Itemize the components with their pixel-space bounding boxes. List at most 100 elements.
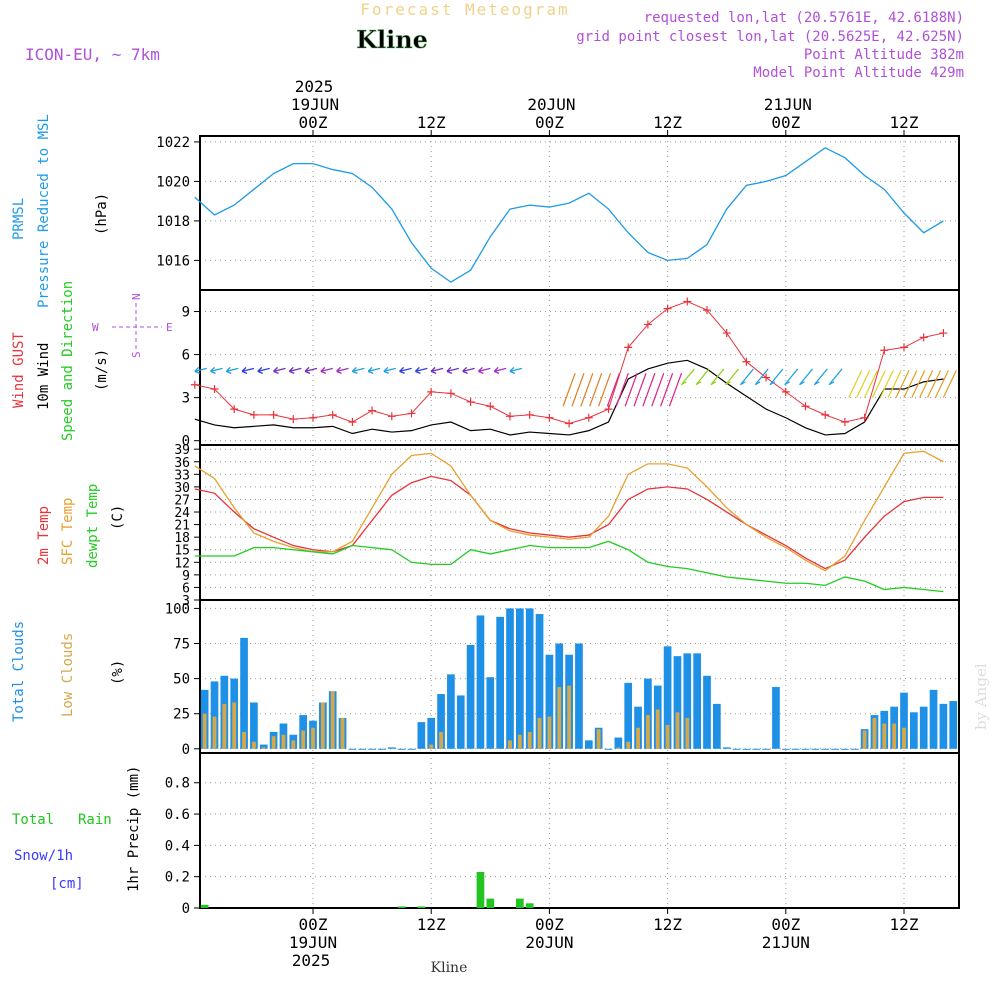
wind-direction-arrow: [668, 373, 683, 407]
total-cloud-bar: [496, 616, 504, 749]
precip-bar: [397, 906, 406, 908]
temp-unit: (C): [110, 505, 126, 530]
wind-gust-point: [604, 405, 613, 414]
wind-direction-arrow: [493, 366, 507, 374]
wind-gust-point: [368, 406, 377, 415]
precip-bar: [525, 903, 534, 908]
top-time-label: 00Z: [299, 113, 328, 132]
total-cloud-bar: [683, 653, 692, 749]
wind-direction-arrow: [680, 368, 695, 386]
wind-direction-arrow: [383, 366, 397, 374]
total-cloud-bar: [929, 689, 938, 749]
precip-bar: [417, 906, 426, 908]
y-tick-label: 33: [174, 468, 190, 483]
total-cloud-bar: [781, 748, 790, 750]
wind-gust-point: [210, 385, 219, 394]
point-altitude: Point Altitude 382m: [804, 47, 964, 63]
low-cloud-bar: [301, 730, 306, 749]
wind-direction-arrow: [754, 368, 769, 386]
total-cloud-bar: [949, 701, 958, 749]
model-label: ICON-EU, ~ 7km: [25, 45, 160, 64]
wind-speed-line: [194, 359, 944, 436]
wind-gust-point: [387, 412, 396, 421]
y-tick-label: 27: [174, 493, 190, 508]
wind-gust-point: [900, 343, 908, 352]
wind-direction-arrow: [879, 370, 894, 398]
total-cloud-bar: [772, 687, 780, 749]
wind-gust-point: [880, 346, 889, 355]
wind-gust-point: [309, 413, 317, 422]
total-cloud-bar: [387, 747, 396, 749]
total-cloud-bar: [713, 703, 721, 749]
wind-direction-arrow: [942, 370, 957, 398]
wind-gust-point: [506, 412, 514, 421]
wind-direction-arrow: [919, 370, 934, 398]
y-tick-label: 100: [165, 601, 190, 617]
y-tick-label: 50: [173, 672, 190, 688]
total-cloud-bar: [910, 712, 918, 749]
y-tick-label: 0: [182, 434, 190, 450]
low-cloud-bar: [271, 736, 276, 749]
wind-direction-arrow: [210, 366, 223, 374]
total-cloud-bar: [732, 748, 741, 750]
y-tick-label: 1022: [156, 135, 190, 151]
y-tick-label: 9: [182, 569, 190, 584]
pressure-unit: (hPa): [94, 193, 110, 235]
wind-gust-point: [663, 304, 672, 313]
y-tick-label: 1016: [156, 253, 190, 269]
y-tick-label: 39: [174, 443, 190, 458]
wind-direction-arrow: [710, 368, 725, 386]
total-cloud-bar: [240, 637, 248, 749]
bottom-date-label: 20JUN: [525, 933, 573, 952]
low-cloud-bar: [291, 740, 296, 749]
wind-direction-arrow: [799, 368, 813, 386]
y-tick-label: 25: [173, 707, 190, 723]
y-tick-label: 18: [174, 531, 190, 546]
total-cloud-bar: [417, 722, 426, 749]
wind-gust-point: [269, 410, 278, 419]
y-tick-label: 1018: [156, 214, 190, 230]
low-cloud-bar: [872, 717, 877, 749]
wind-gust-point: [249, 410, 258, 419]
location-title: Kline: [356, 25, 428, 54]
low-cloud-bar: [281, 734, 286, 749]
y-tick-label: 9: [182, 305, 190, 321]
total-cloud-bar: [831, 748, 839, 750]
total-cloud-bar: [378, 748, 386, 750]
wind-direction-arrow: [606, 373, 620, 407]
clouds-unit: (%): [110, 660, 126, 685]
low-cloud-bar: [655, 709, 660, 749]
wind-gust-point: [643, 320, 652, 329]
y-tick-label: 0.2: [165, 870, 190, 886]
low-cloud-bar: [242, 731, 246, 749]
wind-gust-point: [525, 410, 534, 419]
total-cloud-bar: [447, 674, 455, 749]
low-cloud-bar: [232, 702, 237, 749]
wind-direction-arrow: [848, 370, 863, 398]
wind-direction-arrow: [414, 366, 428, 374]
total-cloud-bar: [791, 748, 800, 750]
gridpoint-coords: grid point closest lon,lat (20.5625E, 42…: [576, 29, 964, 45]
wind-direction-arrow: [633, 373, 647, 407]
wind-direction-arrow: [399, 366, 412, 374]
wind-gust-point: [742, 357, 751, 366]
total-cloud-bar: [210, 681, 219, 749]
wind-direction-arrow: [895, 370, 910, 398]
y-tick-label: 75: [173, 637, 190, 653]
wind-dir-label: Speed and Direction: [60, 281, 76, 441]
temp-2m-line: [194, 475, 944, 570]
bottom-time-label: 00Z: [535, 915, 564, 934]
low-cloud-bar: [675, 712, 680, 749]
total-cloud-bar: [545, 654, 554, 749]
wind-gust-point: [230, 405, 239, 414]
top-time-label: 12Z: [890, 113, 919, 132]
low-cloud-bar: [517, 734, 522, 749]
top-date-label: 19JUN: [291, 95, 339, 114]
dewpoint-line: [194, 540, 944, 593]
wind-direction-arrow: [462, 366, 475, 374]
total-cloud-bar: [368, 748, 376, 750]
compass-south: S: [130, 351, 143, 358]
pressure-label-prmsl: PRMSL: [11, 198, 27, 240]
bottom-date-label: 21JUN: [762, 933, 810, 952]
clouds-low-label: Low Clouds: [60, 633, 76, 717]
